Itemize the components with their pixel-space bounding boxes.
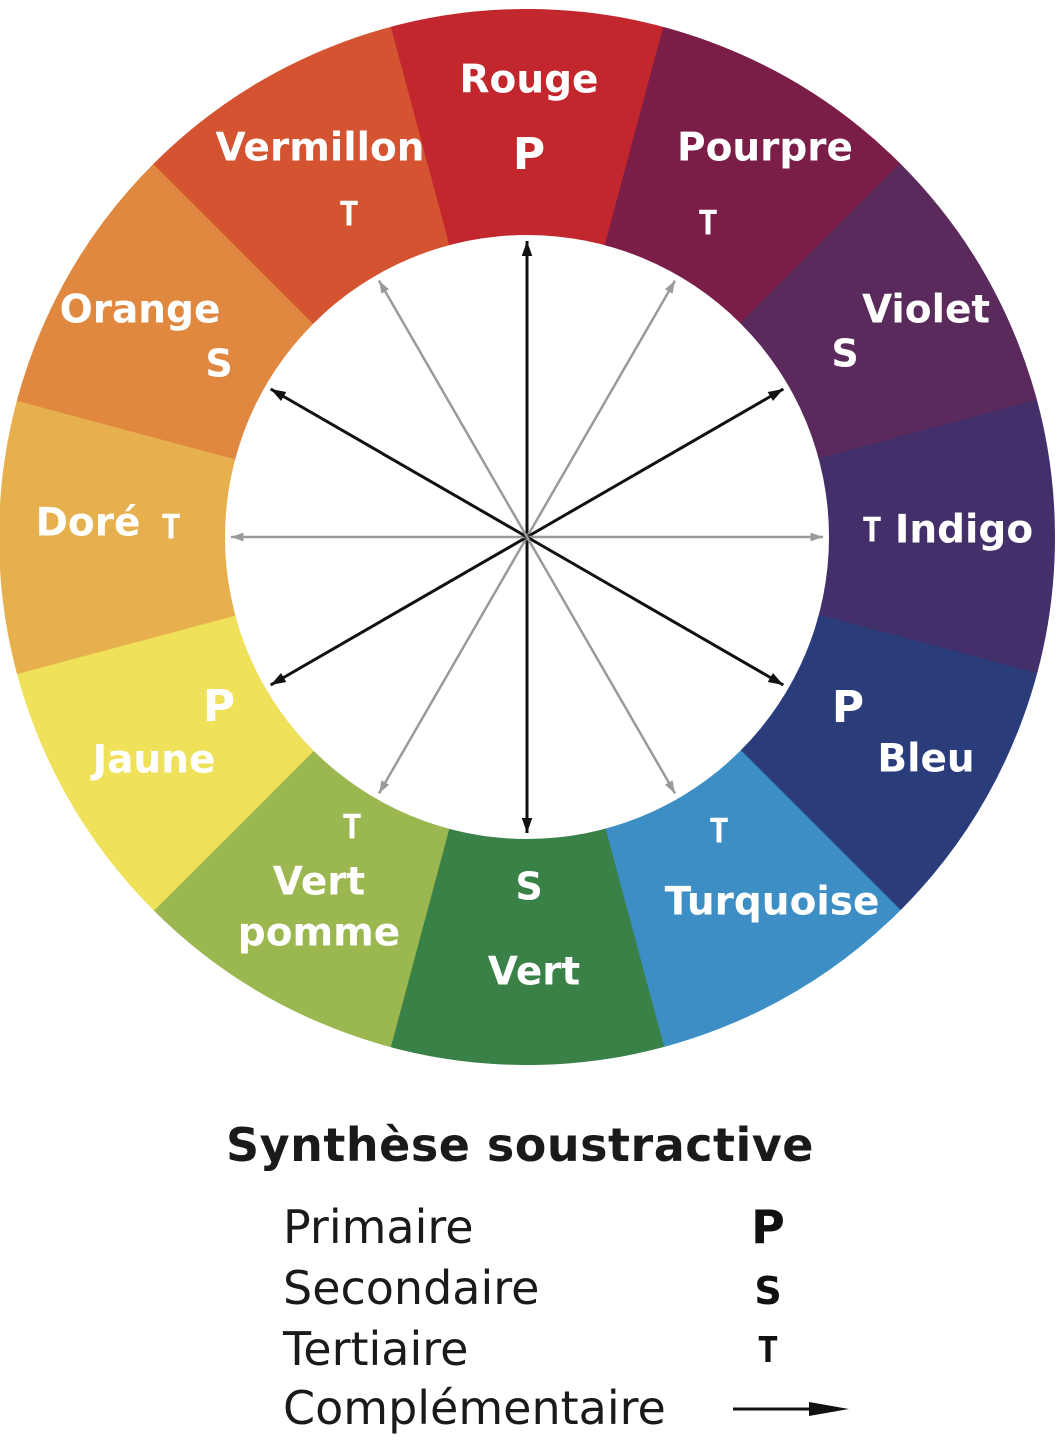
legend-symbol-tertiaire: T bbox=[757, 1330, 779, 1371]
complement-arrow-pourpre bbox=[525, 280, 677, 538]
segment-label-vert-pomme-line2: pomme bbox=[238, 911, 400, 956]
segment-label-indigo: Indigo bbox=[895, 508, 1033, 553]
complement-arrow-vermillon bbox=[377, 280, 529, 538]
segment-label-vert-pomme-line1: Vert bbox=[273, 860, 365, 905]
segment-label-dore: Doré bbox=[36, 501, 141, 546]
legend-label-primaire: Primaire bbox=[283, 1200, 474, 1254]
segment-tag-dore: T bbox=[161, 508, 181, 548]
complement-arrow-bleu bbox=[526, 535, 785, 687]
complement-arrow-jaune bbox=[269, 535, 528, 687]
complement-arrow-orange bbox=[269, 387, 528, 539]
legend-title: Synthèse soustractive bbox=[226, 1118, 814, 1172]
legend-symbol-secondaire: S bbox=[754, 1269, 782, 1313]
segment-label-turquoise: Turquoise bbox=[665, 880, 880, 925]
legend-row-tertiaire: Tertiaire T bbox=[283, 1322, 883, 1382]
segment-tag-vermillon: T bbox=[339, 195, 359, 235]
segment-label-orange: Orange bbox=[60, 288, 221, 333]
segment-tag-vert: S bbox=[515, 865, 542, 909]
segment-tag-orange: S bbox=[205, 342, 232, 386]
segment-tag-rouge: P bbox=[513, 129, 545, 180]
legend-label-tertiaire: Tertiaire bbox=[283, 1322, 469, 1376]
segment-label-pourpre: Pourpre bbox=[677, 126, 853, 171]
complement-arrow-vert-pomme bbox=[377, 536, 529, 794]
segment-label-jaune: Jaune bbox=[90, 738, 216, 783]
complement-arrow-turquoise bbox=[525, 536, 677, 794]
legend-label-secondaire: Secondaire bbox=[283, 1261, 540, 1315]
segment-tag-turquoise: T bbox=[709, 812, 729, 852]
segment-label-bleu: Bleu bbox=[877, 737, 974, 782]
segment-tag-vert-pomme: T bbox=[342, 808, 362, 848]
legend-row-primaire: Primaire P bbox=[283, 1200, 883, 1260]
segment-tag-bleu: P bbox=[832, 682, 864, 733]
segment-tag-indigo: T bbox=[862, 511, 882, 551]
legend-row-secondaire: Secondaire S bbox=[283, 1261, 883, 1321]
segment-label-violet: Violet bbox=[862, 288, 990, 333]
legend-arrow-icon bbox=[733, 1402, 849, 1416]
segment-label-rouge: Rouge bbox=[460, 58, 599, 103]
segment-label-vert: Vert bbox=[488, 950, 580, 995]
segment-tag-violet: S bbox=[831, 332, 858, 376]
legend-label-complementaire: Complémentaire bbox=[283, 1381, 666, 1435]
segment-tag-jaune: P bbox=[203, 681, 235, 732]
legend-row-complementaire: Complémentaire bbox=[283, 1381, 883, 1441]
segment-tag-pourpre: T bbox=[698, 204, 718, 244]
segment-label-vermillon: Vermillon bbox=[215, 126, 424, 171]
legend-symbol-primaire: P bbox=[751, 1200, 785, 1254]
complement-arrow-violet bbox=[526, 387, 785, 539]
